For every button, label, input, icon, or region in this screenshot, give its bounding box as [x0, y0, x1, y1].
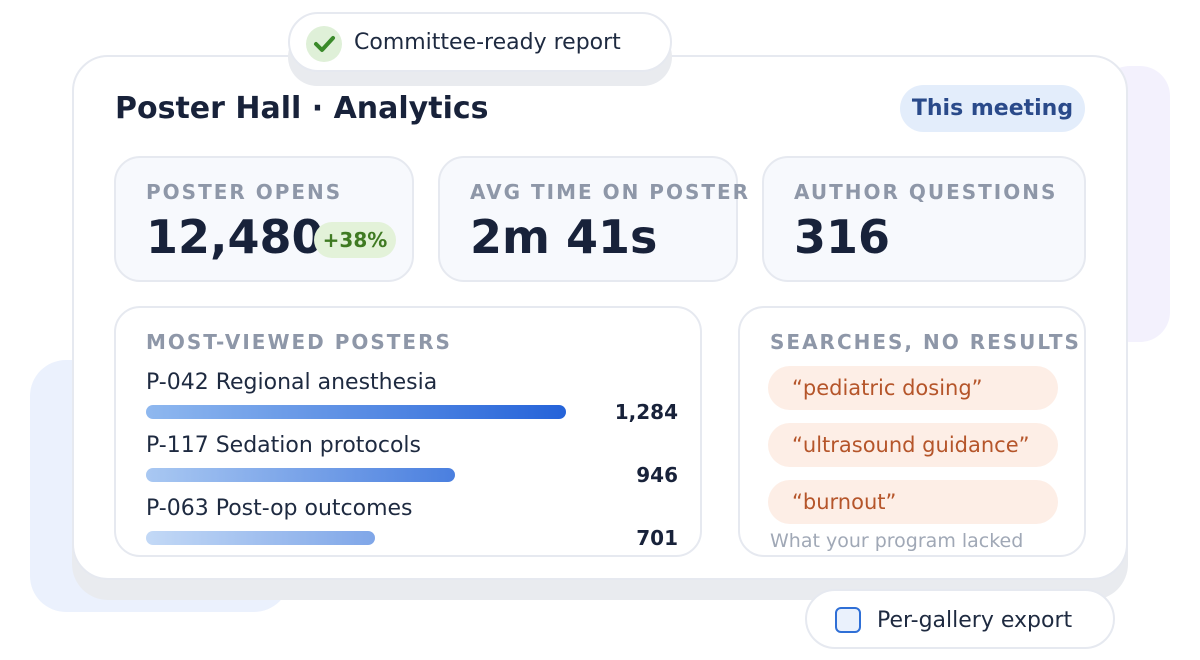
badge-text: Per-gallery export [877, 608, 1073, 633]
poster-bar [146, 531, 376, 545]
kpi-label: AVG TIME ON POSTER [470, 180, 751, 204]
searches-card: SEARCHES, NO RESULTS What your program l… [738, 306, 1086, 557]
kpi-card: POSTER OPENS 12,480 +38% [114, 156, 414, 282]
poster-bar [146, 405, 566, 419]
poster-value: 701 [636, 526, 678, 550]
search-pill: “burnout” [768, 480, 1058, 524]
badge-text: Committee-ready report [354, 30, 621, 55]
kpi-card: AVG TIME ON POSTER 2m 41s [438, 156, 748, 282]
kpi-delta: +38% [314, 222, 396, 258]
section-title: MOST-VIEWED POSTERS [146, 330, 452, 354]
kpi-value: 2m 41s [470, 210, 658, 264]
poster-label: P-117 Sedation protocols [146, 433, 421, 458]
poster-value: 1,284 [614, 400, 678, 424]
kpi-label: AUTHOR QUESTIONS [794, 180, 1058, 204]
title: Poster Hall · Analytics [115, 91, 489, 126]
kpi-value: 12,480 [146, 210, 324, 264]
search-pill: “pediatric dosing” [768, 366, 1058, 410]
poster-label: P-042 Regional anesthesia [146, 370, 438, 395]
kpi-card: AUTHOR QUESTIONS 316 [762, 156, 1086, 282]
kpi-value: 316 [794, 210, 891, 264]
searches-footer: What your program lacked [770, 530, 1024, 552]
badge-bottom[interactable]: Per-gallery export [805, 589, 1115, 649]
search-pill: “ultrasound guidance” [768, 423, 1058, 467]
kpi-label: POSTER OPENS [146, 180, 343, 204]
scope-pill[interactable]: This meeting [900, 85, 1085, 132]
section-title: SEARCHES, NO RESULTS [770, 330, 1081, 354]
check-icon [306, 26, 342, 62]
poster-bar [146, 468, 456, 482]
poster-value: 946 [636, 463, 678, 487]
badge-top: Committee-ready report [288, 12, 672, 72]
checkbox[interactable] [835, 607, 861, 633]
posters-card: MOST-VIEWED POSTERS P-042 Regional anest… [114, 306, 702, 557]
poster-label: P-063 Post-op outcomes [146, 496, 413, 521]
